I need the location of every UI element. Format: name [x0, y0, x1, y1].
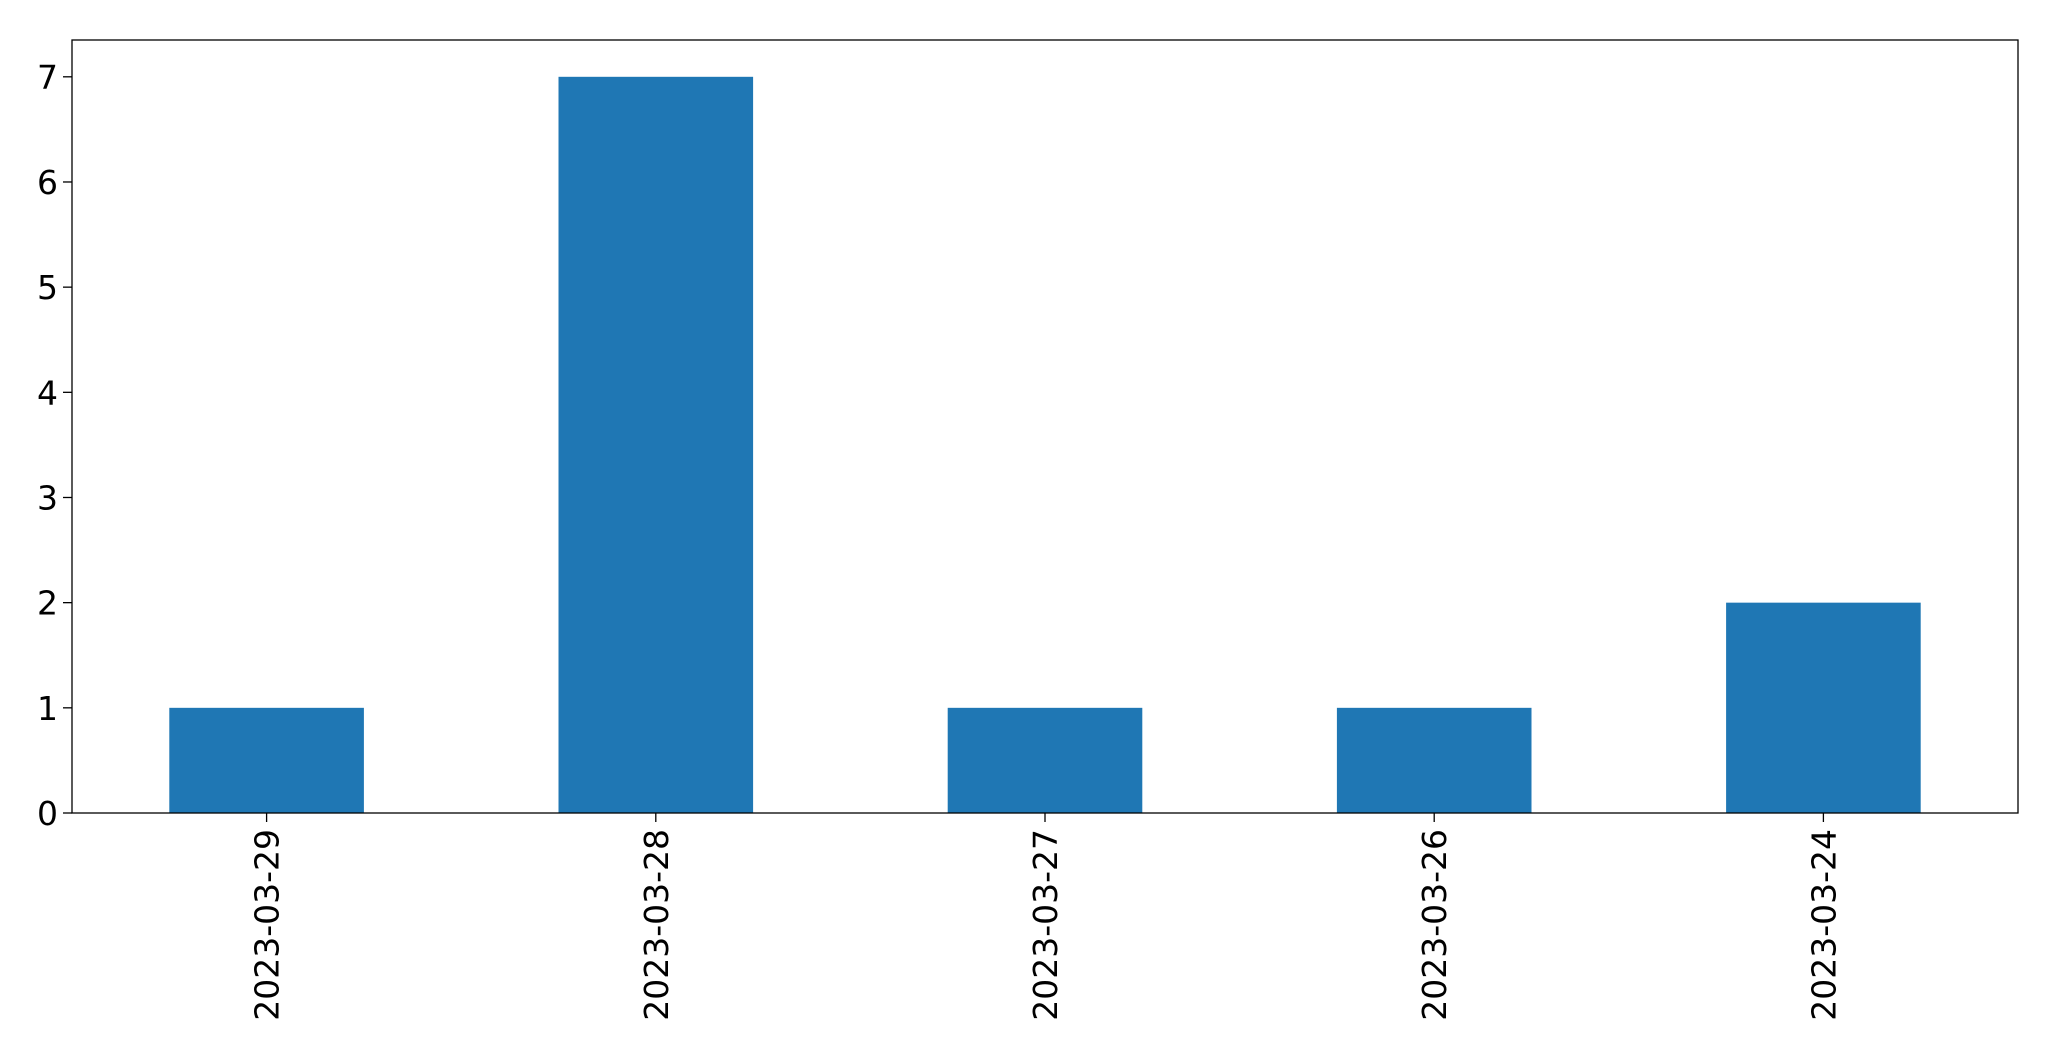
x-tick-label: 2023-03-29 [248, 829, 287, 1021]
y-tick-label: 2 [37, 584, 58, 623]
y-tick-label: 4 [37, 373, 58, 412]
y-tick-label: 3 [37, 478, 58, 517]
x-tick-label: 2023-03-26 [1415, 829, 1454, 1021]
bar-2023-03-27 [947, 707, 1143, 813]
y-tick-label: 7 [37, 58, 58, 97]
y-tick-label: 5 [37, 268, 58, 307]
y-tick-label: 6 [37, 163, 58, 202]
bar-2023-03-28 [558, 76, 754, 814]
plot-frame [71, 39, 2019, 814]
y-axis: 0 1 2 3 4 5 6 7 [37, 58, 72, 833]
y-tick-label: 0 [37, 794, 58, 833]
x-axis: 2023-03-29 2023-03-28 2023-03-27 2023-03-26… [248, 813, 1843, 1021]
bars-group [169, 76, 1921, 814]
x-tick-label: 2023-03-28 [637, 829, 676, 1021]
x-tick-label: 2023-03-27 [1026, 829, 1065, 1021]
x-tick-label: 2023-03-24 [1804, 829, 1843, 1021]
bar-2023-03-29 [169, 707, 364, 813]
bar-2023-03-26 [1336, 707, 1532, 813]
bar-2023-03-24 [1726, 602, 1921, 813]
y-tick-label: 1 [37, 689, 58, 728]
